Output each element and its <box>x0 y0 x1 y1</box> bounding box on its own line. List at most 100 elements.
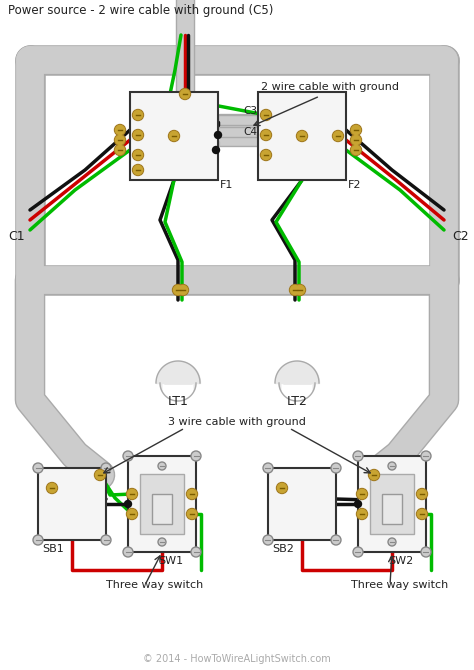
Circle shape <box>191 547 201 557</box>
Circle shape <box>170 131 179 141</box>
Text: F2: F2 <box>348 180 362 190</box>
Circle shape <box>116 125 125 135</box>
Circle shape <box>353 451 363 461</box>
Bar <box>358 456 426 552</box>
Circle shape <box>188 509 197 519</box>
Circle shape <box>47 484 56 492</box>
Circle shape <box>388 462 396 470</box>
Circle shape <box>115 135 126 145</box>
Circle shape <box>277 484 286 492</box>
Circle shape <box>261 149 272 161</box>
Circle shape <box>116 135 125 145</box>
Circle shape <box>298 131 307 141</box>
Circle shape <box>33 535 43 545</box>
Bar <box>130 92 218 180</box>
Circle shape <box>158 462 166 470</box>
Circle shape <box>94 470 106 480</box>
Text: SB1: SB1 <box>42 544 64 554</box>
Circle shape <box>125 500 131 507</box>
Circle shape <box>263 535 273 545</box>
Circle shape <box>352 125 361 135</box>
Bar <box>38 468 106 540</box>
Circle shape <box>133 149 144 161</box>
Text: © 2014 - HowToWireALightSwitch.com: © 2014 - HowToWireALightSwitch.com <box>143 654 331 664</box>
Circle shape <box>262 151 271 159</box>
Circle shape <box>133 109 144 121</box>
Circle shape <box>186 509 198 519</box>
Circle shape <box>370 470 379 480</box>
Circle shape <box>133 129 144 141</box>
Circle shape <box>352 145 361 155</box>
Circle shape <box>133 165 144 176</box>
Circle shape <box>357 509 366 519</box>
Circle shape <box>186 488 198 500</box>
Circle shape <box>212 147 219 153</box>
Text: C2: C2 <box>452 230 469 243</box>
Circle shape <box>101 463 111 473</box>
Circle shape <box>101 535 111 545</box>
Circle shape <box>263 463 273 473</box>
Bar <box>268 468 336 540</box>
Circle shape <box>134 131 143 139</box>
Bar <box>152 494 172 524</box>
Circle shape <box>46 482 57 494</box>
Circle shape <box>261 109 272 121</box>
Circle shape <box>116 145 125 155</box>
Circle shape <box>215 131 221 139</box>
Circle shape <box>191 451 201 461</box>
Circle shape <box>418 490 427 498</box>
Circle shape <box>179 285 188 295</box>
Circle shape <box>417 488 428 500</box>
Circle shape <box>173 285 183 295</box>
Circle shape <box>168 131 180 141</box>
Circle shape <box>123 451 133 461</box>
Circle shape <box>294 285 306 295</box>
Circle shape <box>417 509 428 519</box>
Text: Three way switch: Three way switch <box>106 580 204 590</box>
Circle shape <box>134 151 143 159</box>
Circle shape <box>368 470 380 480</box>
Circle shape <box>128 490 137 498</box>
Circle shape <box>173 285 182 295</box>
Circle shape <box>331 535 341 545</box>
Circle shape <box>134 111 143 119</box>
Text: C4: C4 <box>243 127 257 137</box>
Bar <box>164 371 192 383</box>
Circle shape <box>261 129 272 141</box>
Circle shape <box>350 135 362 145</box>
Text: SW2: SW2 <box>388 556 413 566</box>
Circle shape <box>127 488 137 500</box>
Circle shape <box>127 509 137 519</box>
Circle shape <box>134 165 143 174</box>
Bar <box>382 494 402 524</box>
Circle shape <box>350 125 362 135</box>
Circle shape <box>180 88 191 100</box>
Bar <box>140 474 184 534</box>
Circle shape <box>115 145 126 155</box>
Circle shape <box>290 285 301 295</box>
Circle shape <box>188 490 197 498</box>
Circle shape <box>332 131 344 141</box>
Text: 3 wire cable with ground: 3 wire cable with ground <box>168 417 306 427</box>
Text: F1: F1 <box>220 180 233 190</box>
Bar <box>258 92 346 180</box>
Circle shape <box>291 285 300 295</box>
Circle shape <box>356 488 367 500</box>
Text: LT1: LT1 <box>168 395 189 408</box>
Circle shape <box>33 463 43 473</box>
Circle shape <box>353 547 363 557</box>
Bar <box>218 115 282 125</box>
Bar <box>283 371 311 383</box>
Bar <box>128 456 196 552</box>
Bar <box>370 474 414 534</box>
Circle shape <box>262 111 271 119</box>
Text: LT2: LT2 <box>287 395 308 408</box>
Text: 2 wire cable with ground: 2 wire cable with ground <box>261 82 399 92</box>
Text: SB2: SB2 <box>272 544 294 554</box>
Circle shape <box>95 470 104 480</box>
Text: Three way switch: Three way switch <box>351 580 448 590</box>
Circle shape <box>276 482 288 494</box>
Text: Power source - 2 wire cable with ground (C5): Power source - 2 wire cable with ground … <box>8 4 273 17</box>
Circle shape <box>388 538 396 546</box>
Circle shape <box>356 509 367 519</box>
